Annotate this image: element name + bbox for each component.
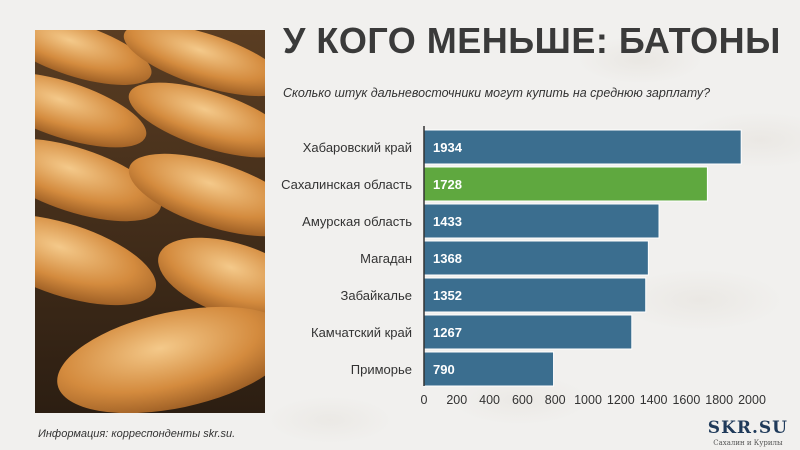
category-label: Амурская область <box>302 214 412 229</box>
source-footnote: Информация: корреспонденты skr.su. <box>38 428 236 440</box>
site-logo: SKR.SU Сахалин и Курилы <box>708 418 788 447</box>
bar-value-label: 1728 <box>433 177 462 192</box>
bar-value-label: 1352 <box>433 288 462 303</box>
x-tick-label: 200 <box>446 393 467 407</box>
x-tick-label: 1200 <box>607 393 635 407</box>
x-tick-label: 2000 <box>738 393 766 407</box>
x-tick-label: 1400 <box>640 393 668 407</box>
bar <box>423 203 660 239</box>
bar <box>423 277 647 313</box>
bar-value-label: 1267 <box>433 325 462 340</box>
logo-tagline: Сахалин и Курилы <box>713 439 783 447</box>
category-label: Приморье <box>351 362 412 377</box>
chart-subtitle: Сколько штук дальневосточники могут купи… <box>283 86 711 100</box>
category-label: Камчатский край <box>311 325 412 340</box>
bar-value-label: 1433 <box>433 214 462 229</box>
x-tick-label: 1800 <box>705 393 733 407</box>
page-title: У КОГО МЕНЬШЕ: БАТОНЫ <box>283 20 781 61</box>
category-label: Хабаровский край <box>303 140 412 155</box>
x-tick-label: 400 <box>479 393 500 407</box>
bar-value-label: 790 <box>433 362 455 377</box>
bar-value-label: 1368 <box>433 251 462 266</box>
bread-photo <box>35 30 265 413</box>
category-label: Магадан <box>360 251 412 266</box>
x-tick-label: 600 <box>512 393 533 407</box>
bread-loaves-image <box>35 30 265 413</box>
bar-value-label: 1934 <box>433 140 463 155</box>
category-label: Забайкалье <box>340 288 412 303</box>
x-tick-label: 1000 <box>574 393 602 407</box>
bar <box>423 166 708 202</box>
category-label: Сахалинская область <box>281 177 412 192</box>
bar <box>423 129 742 165</box>
bar <box>423 351 555 387</box>
bar <box>423 314 633 350</box>
x-tick-label: 800 <box>545 393 566 407</box>
bar <box>423 240 649 276</box>
x-tick-label: 1600 <box>672 393 700 407</box>
x-tick-label: 0 <box>421 393 428 407</box>
logo-brand: SKR.SU <box>707 418 788 438</box>
